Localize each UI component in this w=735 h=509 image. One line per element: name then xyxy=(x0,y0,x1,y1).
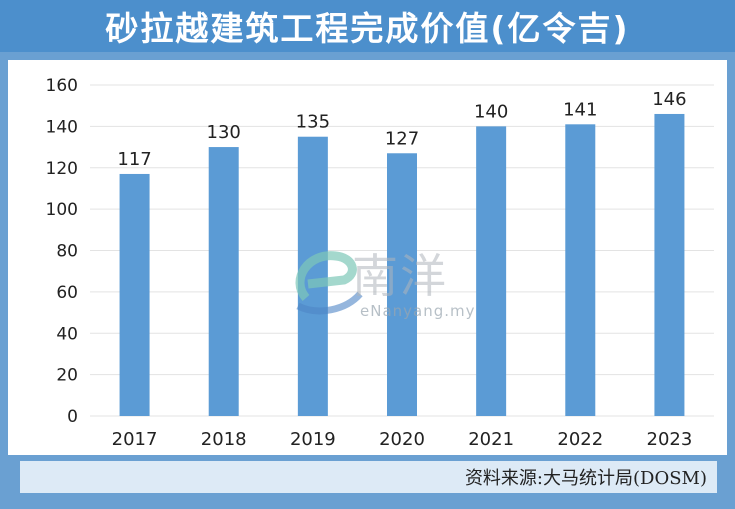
bar-chart: 0 20 40 60 80 100 120 140 160 117 2017 130 2018 135 20… xyxy=(46,76,714,450)
y-tick-label: 20 xyxy=(56,366,78,386)
bar xyxy=(654,113,685,417)
y-tick-label: 120 xyxy=(46,159,78,179)
data-label: 146 xyxy=(652,89,686,110)
bar xyxy=(387,153,417,417)
chart-title: 砂拉越建筑工程完成价值(亿令吉) xyxy=(105,9,630,48)
header-bar: 砂拉越建筑工程完成价值(亿令吉) xyxy=(0,0,735,52)
y-tick-label: 40 xyxy=(56,324,78,344)
x-tick-label: 2019 xyxy=(290,429,336,450)
bar xyxy=(208,147,239,416)
data-label: 117 xyxy=(117,149,151,170)
x-tick-label: 2018 xyxy=(201,429,247,450)
x-tick-label: 2023 xyxy=(647,429,693,450)
bar xyxy=(297,136,328,416)
x-tick-label: 2020 xyxy=(379,429,425,450)
x-tick-label: 2021 xyxy=(468,429,514,450)
y-tick-label: 0 xyxy=(67,407,78,427)
data-label: 135 xyxy=(296,112,330,133)
y-tick-label: 160 xyxy=(46,76,78,96)
plot-panel: 0 20 40 60 80 100 120 140 160 117 2017 130 2018 135 20… xyxy=(8,60,727,455)
y-tick-label: 80 xyxy=(56,242,78,262)
data-label: 141 xyxy=(563,99,597,120)
x-tick-label: 2022 xyxy=(557,429,603,450)
x-tick-label: 2017 xyxy=(112,429,158,450)
y-tick-label: 100 xyxy=(46,200,78,220)
bar xyxy=(476,126,507,416)
source-bar: 资料来源:大马统计局(DOSM) xyxy=(20,461,717,493)
bar xyxy=(565,124,596,417)
y-tick-label: 60 xyxy=(56,283,78,303)
source-note: 资料来源:大马统计局(DOSM) xyxy=(464,468,707,489)
bar xyxy=(119,173,150,416)
data-label: 127 xyxy=(385,128,419,149)
data-label: 130 xyxy=(207,122,241,143)
data-label: 140 xyxy=(474,101,508,122)
y-tick-label: 140 xyxy=(46,117,78,137)
